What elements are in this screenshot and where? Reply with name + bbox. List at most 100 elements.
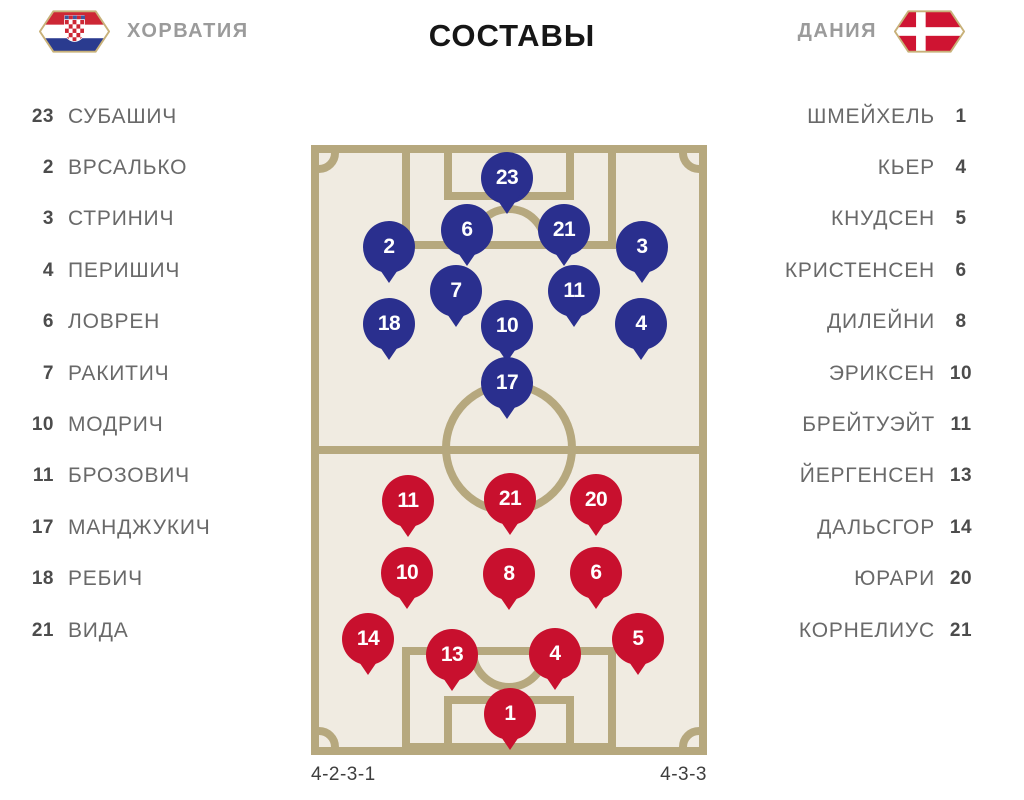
away-player-pin[interactable]: 20 [568, 472, 624, 538]
pin-number: 10 [495, 314, 519, 337]
home-player-pin[interactable]: 10 [479, 298, 535, 364]
player-number: 18 [31, 568, 54, 590]
home-player-pin[interactable]: 7 [428, 263, 484, 329]
player-pin-icon [484, 688, 536, 750]
home-player-row: 18 РЕБИЧ [28, 554, 211, 605]
pin-number: 4 [549, 642, 561, 665]
formations-row: 4-2-3-1 4-3-3 [311, 764, 707, 786]
pin-number: 6 [461, 218, 473, 241]
player-name: МАНДЖУКИЧ [68, 515, 211, 539]
home-player-pin[interactable]: 21 [536, 202, 592, 268]
player-pin-icon [548, 265, 600, 327]
player-name: СУБАШИЧ [68, 104, 178, 128]
player-pin-icon [612, 613, 664, 675]
pin-number: 3 [636, 235, 648, 258]
away-player-row: ДИЛЕЙНИ 8 [785, 297, 974, 348]
home-player-row: 4 ПЕРИШИЧ [28, 245, 211, 296]
player-number: 21 [31, 619, 54, 641]
home-formation-label: 4-2-3-1 [311, 764, 376, 785]
home-player-row: 11 БРОЗОВИЧ [28, 451, 211, 502]
player-name: ДИЛЕЙНИ [826, 310, 935, 334]
home-player-pin[interactable]: 6 [439, 202, 495, 268]
player-pin-icon [616, 221, 668, 283]
player-name: РЕБИЧ [68, 567, 143, 591]
home-player-row: 21 ВИДА [28, 605, 211, 656]
player-pin-icon [538, 204, 590, 266]
away-formation-label: 4-3-3 [660, 764, 707, 785]
away-player-pin[interactable]: 8 [481, 546, 537, 612]
home-player-pin[interactable]: 23 [479, 150, 535, 216]
home-player-pin[interactable]: 3 [614, 219, 670, 285]
player-number: 13 [949, 465, 973, 487]
player-name: ЭРИКСЕН [828, 361, 935, 385]
away-player-row: ЭРИКСЕН 10 [785, 348, 974, 399]
player-number: 17 [31, 516, 54, 538]
player-pin-icon [426, 629, 478, 691]
pitch: 23 2 6 [311, 145, 707, 755]
pin-number: 2 [383, 235, 395, 258]
player-number: 14 [949, 516, 973, 538]
player-name: БРЕЙТУЭЙТ [802, 413, 935, 437]
player-pin-icon [363, 298, 415, 360]
home-player-pin[interactable]: 18 [361, 296, 417, 362]
player-name: КНУДСЕН [831, 207, 935, 231]
player-name: ПЕРИШИЧ [68, 258, 181, 282]
away-player-pin[interactable]: 5 [610, 611, 666, 677]
away-player-pin[interactable]: 1 [482, 686, 538, 752]
player-number: 11 [950, 414, 972, 436]
away-player-pin[interactable]: 10 [379, 545, 435, 611]
home-player-pin[interactable]: 11 [546, 263, 602, 329]
player-number: 11 [32, 465, 54, 487]
player-pin-icon [430, 265, 482, 327]
away-player-row: ШМЕЙХЕЛЬ 1 [785, 91, 974, 142]
player-pin-icon [382, 475, 434, 537]
pin-number: 6 [590, 561, 602, 584]
home-player-pin[interactable]: 17 [479, 355, 535, 421]
player-pin-icon [484, 473, 536, 535]
home-player-row: 6 ЛОВРЕН [28, 297, 211, 348]
player-name: ВИДА [68, 618, 129, 642]
away-player-row: ЮРАРИ 20 [785, 554, 974, 605]
player-name: СТРИНИЧ [68, 207, 175, 231]
player-number: 4 [955, 157, 967, 179]
away-team-header: ДАНИЯ [798, 8, 966, 55]
away-player-row: БРЕЙТУЭЙТ 11 [785, 399, 974, 450]
player-name: ВРСАЛЬКО [68, 156, 188, 180]
player-number: 3 [42, 208, 54, 230]
pin-number: 13 [440, 643, 464, 666]
away-player-row: КРИСТЕНСЕН 6 [785, 245, 974, 296]
away-player-pin[interactable]: 11 [380, 473, 436, 539]
player-name: МОДРИЧ [68, 413, 164, 437]
player-number: 6 [42, 311, 54, 333]
pin-number: 7 [450, 279, 462, 302]
pin-number: 4 [635, 312, 647, 335]
away-player-pin[interactable]: 6 [568, 545, 624, 611]
pin-number: 20 [584, 488, 608, 511]
home-player-pin[interactable]: 4 [613, 296, 669, 362]
away-player-pin[interactable]: 21 [482, 471, 538, 537]
pin-number: 14 [356, 627, 380, 650]
player-number: 1 [955, 105, 967, 127]
home-player-row: 3 СТРИНИЧ [28, 194, 211, 245]
away-player-pin[interactable]: 4 [527, 626, 583, 692]
player-pin-icon [381, 547, 433, 609]
player-pin-icon [342, 613, 394, 675]
player-pin-icon [570, 547, 622, 609]
away-player-row: КОРНЕЛИУС 21 [785, 605, 974, 656]
player-number: 5 [955, 208, 967, 230]
player-name: ДАЛЬСГОР [817, 515, 935, 539]
player-pin-icon [441, 204, 493, 266]
player-pin-icon [483, 548, 535, 610]
player-number: 7 [42, 362, 54, 384]
away-player-pin[interactable]: 13 [424, 627, 480, 693]
pin-number: 11 [397, 489, 419, 512]
player-pin-icon [481, 357, 533, 419]
page-title: СОСТАВЫ [428, 18, 596, 53]
player-pin-icon [481, 300, 533, 362]
player-name: КЬЕР [877, 156, 935, 180]
away-player-pin[interactable]: 14 [340, 611, 396, 677]
player-number: 4 [42, 259, 54, 281]
player-name: ЙЕРГЕНСЕН [799, 464, 935, 488]
home-player-pin[interactable]: 2 [361, 219, 417, 285]
